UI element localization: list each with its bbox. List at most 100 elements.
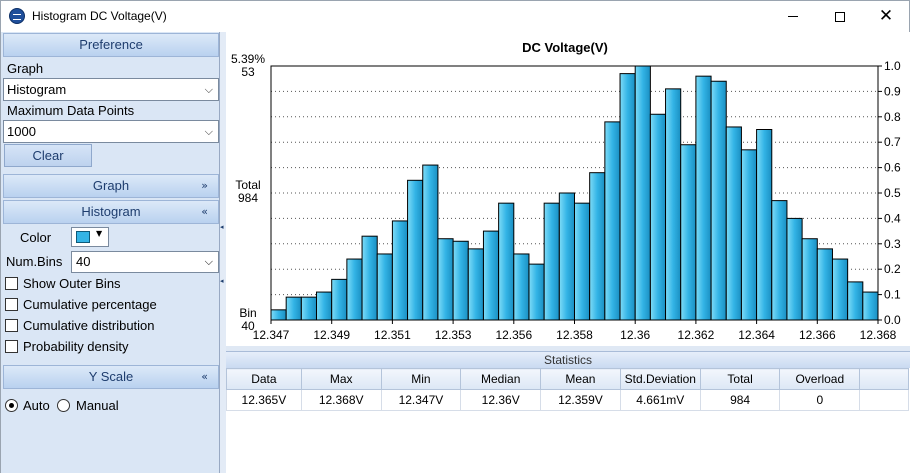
max-data-points-select[interactable]: 1000 ⌵ — [3, 120, 219, 143]
graph-section-header[interactable]: Graph » — [3, 174, 219, 198]
probability-density-checkbox[interactable] — [5, 340, 18, 353]
histogram-bar — [331, 278, 348, 321]
y-tick-label: 0.2 — [884, 262, 901, 276]
histogram-bar — [498, 202, 515, 321]
preference-header[interactable]: Preference — [3, 33, 219, 57]
cumulative-percentage-checkbox[interactable] — [5, 298, 18, 311]
y-tick-label: 0.7 — [884, 135, 901, 149]
maximize-button[interactable] — [817, 1, 863, 32]
histogram-bar — [680, 144, 697, 321]
histogram-bar — [558, 192, 576, 321]
collapse-arrow-icon: ◂ — [220, 223, 224, 231]
y-scale-section-header[interactable]: Y Scale « — [3, 365, 219, 389]
histogram-bar — [589, 172, 606, 321]
app-logo-icon — [9, 8, 25, 24]
histogram-bar — [771, 200, 788, 321]
top-percent-label: 5.39% — [231, 52, 265, 66]
x-tick-label: 12.362 — [678, 328, 715, 342]
table-cell: 12.347V — [380, 389, 462, 411]
y-tick-label: 0.4 — [884, 211, 901, 225]
bin-value: 40 — [241, 319, 255, 333]
graph-section-label: Graph — [92, 178, 130, 193]
column-header[interactable]: Overload — [779, 368, 861, 390]
histogram-bar — [801, 238, 818, 321]
manual-radio-label: Manual — [76, 398, 119, 413]
show-outer-bins-checkbox[interactable] — [5, 277, 18, 290]
y-tick-label: 0.6 — [884, 161, 901, 175]
clear-button[interactable]: Clear — [4, 144, 92, 167]
column-header[interactable]: Mean — [540, 368, 621, 390]
histogram-bar — [346, 258, 363, 321]
column-header[interactable]: Min — [380, 368, 462, 390]
double-chevron-up-icon: « — [201, 205, 208, 218]
table-cell: 12.36V — [460, 389, 542, 411]
histogram-section-header[interactable]: Histogram « — [3, 200, 219, 224]
column-header[interactable]: Max — [300, 368, 382, 390]
cumulative-distribution-checkbox[interactable] — [5, 319, 18, 332]
histogram-bar — [847, 281, 864, 321]
auto-radio-label: Auto — [23, 398, 50, 413]
histogram-bar — [407, 179, 424, 321]
graph-select[interactable]: Histogram ⌵ — [3, 78, 219, 101]
total-label: Total — [235, 178, 260, 192]
dropdown-arrow-icon: ▼ — [96, 229, 103, 238]
histogram-bar — [816, 248, 833, 321]
vertical-splitter[interactable]: ◂ ◂ — [220, 32, 226, 473]
max-data-points-value: 1000 — [7, 124, 36, 139]
column-header[interactable]: Data — [226, 368, 302, 390]
chevron-down-icon: ⌵ — [204, 255, 213, 268]
numbins-label: Num.Bins — [6, 254, 63, 269]
table-cell: 12.365V — [226, 389, 302, 411]
histogram-bar — [831, 258, 849, 321]
histogram-bar — [634, 65, 651, 321]
histogram-bar — [543, 202, 560, 321]
y-tick-label: 0.1 — [884, 288, 901, 302]
x-tick-label: 12.349 — [313, 328, 350, 342]
auto-radio[interactable] — [5, 399, 18, 412]
close-button[interactable]: ✕ — [863, 1, 909, 32]
horizontal-splitter[interactable] — [226, 346, 910, 351]
histogram-section-label: Histogram — [81, 204, 141, 219]
y-tick-label: 1.0 — [884, 59, 901, 73]
settings-panel: Preference Graph Histogram ⌵ Maximum Dat… — [1, 32, 220, 473]
histogram-bar — [513, 253, 530, 321]
y-tick-label: 0.9 — [884, 84, 901, 98]
minimize-button[interactable] — [770, 1, 816, 32]
histogram-bar — [528, 263, 545, 321]
column-header[interactable]: Total — [699, 368, 781, 390]
histogram-bar — [300, 296, 318, 321]
color-picker[interactable]: ▼ — [71, 227, 109, 247]
manual-radio[interactable] — [57, 399, 70, 412]
graph-label: Graph — [7, 61, 44, 76]
cumulative-percentage-label: Cumulative percentage — [23, 297, 157, 312]
histogram-bar — [786, 217, 803, 321]
collapse-arrow-icon: ◂ — [220, 277, 224, 285]
y-tick-label: 0.8 — [884, 110, 901, 124]
histogram-bar — [574, 202, 591, 321]
column-header[interactable]: Median — [460, 368, 542, 390]
max-data-points-label: Maximum Data Points — [7, 103, 135, 118]
total-value: 984 — [238, 191, 258, 205]
numbins-select[interactable]: 40 ⌵ — [71, 251, 219, 273]
y-scale-section-label: Y Scale — [88, 369, 134, 384]
column-header[interactable]: Std.Deviation — [619, 368, 701, 390]
histogram-bar — [437, 238, 454, 321]
histogram-bar — [391, 220, 409, 321]
table-cell-filler — [859, 389, 909, 411]
maximize-icon — [835, 11, 845, 22]
histogram-bar — [467, 248, 484, 321]
x-tick-label: 12.358 — [556, 328, 593, 342]
x-tick-label: 12.347 — [253, 328, 290, 342]
histogram-bar — [361, 235, 378, 321]
histogram-bar — [482, 230, 500, 321]
table-row[interactable]: 12.365V 12.368V 12.347V 12.36V 12.359V 4… — [226, 389, 909, 411]
title-bar[interactable]: Histogram DC Voltage(V) ✕ — [1, 1, 909, 32]
probability-density-label: Probability density — [23, 339, 129, 354]
color-label: Color — [20, 230, 52, 245]
table-cell: 4.661mV — [619, 389, 701, 411]
histogram-bar — [665, 88, 682, 321]
x-tick-label: 12.356 — [495, 328, 532, 342]
histogram-bar — [695, 75, 712, 321]
double-chevron-down-icon: » — [201, 179, 208, 192]
